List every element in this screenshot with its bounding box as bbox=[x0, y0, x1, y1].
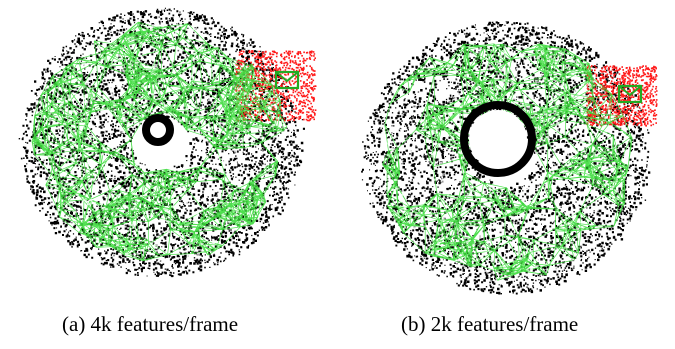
subfigure-a-plot bbox=[0, 0, 337, 305]
subfigure-a-caption: (a) 4k features/frame bbox=[62, 312, 239, 336]
camera-frame-icon bbox=[617, 84, 643, 104]
camera-frame-icon bbox=[274, 70, 300, 90]
subfigure-b-caption: (b) 2k features/frame bbox=[401, 312, 579, 336]
center-ring bbox=[460, 101, 536, 177]
center-ring bbox=[142, 114, 174, 146]
loop-closure-region bbox=[586, 65, 658, 127]
pose-graph-map-2k bbox=[361, 21, 658, 295]
covisibility-graph bbox=[31, 21, 288, 262]
point-cloud bbox=[361, 21, 651, 295]
pose-graph-map-4k bbox=[18, 7, 317, 278]
point-cloud bbox=[18, 7, 305, 278]
subfigure-b-plot bbox=[338, 0, 675, 305]
